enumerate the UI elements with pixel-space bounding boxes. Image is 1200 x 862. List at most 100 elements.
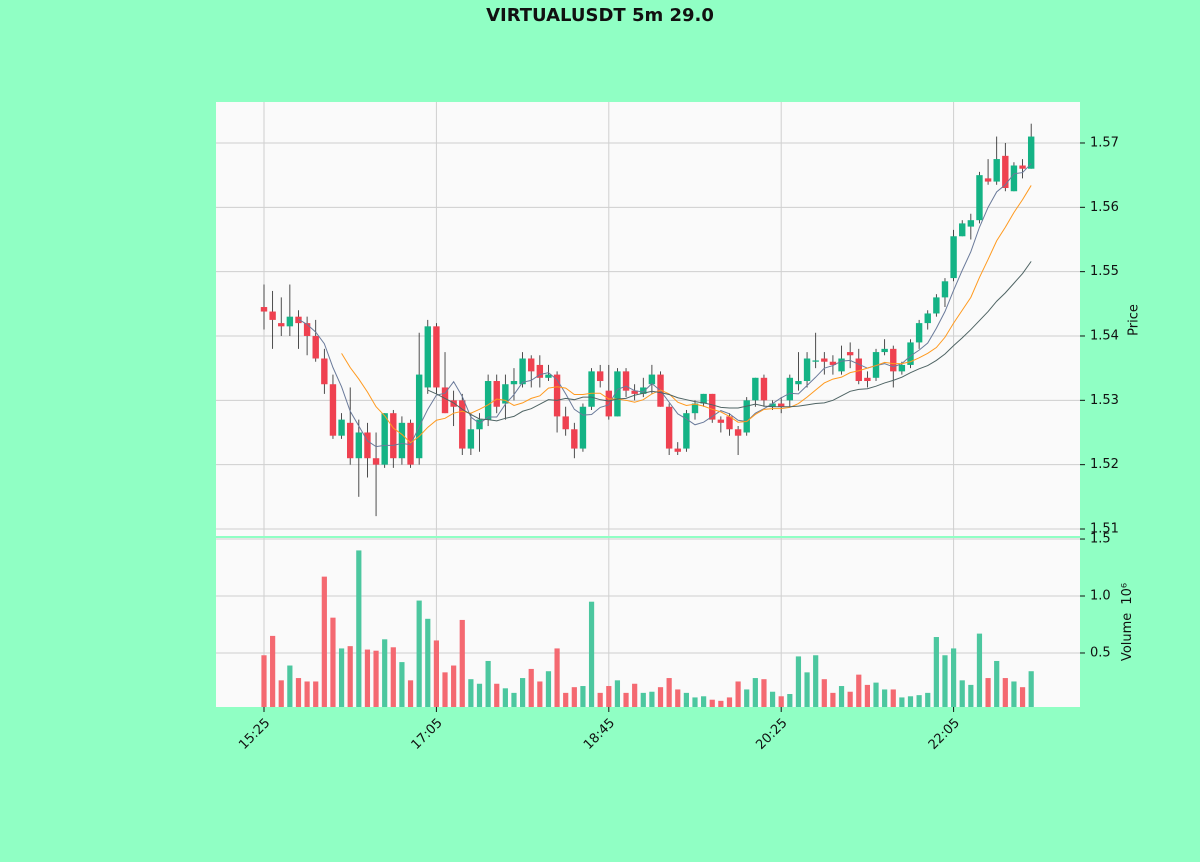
volume-bar	[683, 692, 689, 707]
volume-bar	[933, 637, 939, 707]
volume-bar	[588, 601, 595, 707]
volume-bar	[270, 635, 276, 707]
candle-body	[321, 358, 328, 385]
volume-bar	[528, 668, 534, 707]
candle-body	[433, 326, 440, 388]
volume-bar	[459, 619, 465, 707]
volume-bar	[545, 671, 552, 707]
candle-body	[872, 352, 880, 378]
candle-body	[588, 371, 595, 407]
chart-title: VIRTUALUSDT 5m 29.0	[486, 5, 714, 26]
candle-body	[286, 316, 294, 327]
candle-body	[355, 432, 363, 459]
volume-bar	[761, 679, 767, 707]
candle-body	[907, 342, 914, 365]
volume-bar	[657, 687, 664, 707]
volume-bar	[701, 696, 707, 707]
candle-body	[415, 374, 423, 459]
candle-body	[459, 400, 466, 449]
volume-bar	[752, 678, 758, 707]
candle-body	[441, 387, 449, 414]
volume-bar	[1019, 687, 1026, 707]
candle-body	[760, 377, 768, 401]
candle-body	[795, 381, 802, 385]
candle-body	[933, 297, 940, 314]
candle-body	[519, 358, 526, 385]
candle-body	[1010, 165, 1018, 192]
candle-body	[855, 358, 862, 382]
y-tick-label: 1.57	[1090, 135, 1119, 150]
candle-body	[450, 400, 457, 407]
candle-body	[812, 360, 819, 362]
volume-bar	[830, 692, 836, 707]
price-axis-label: Price	[1127, 304, 1142, 336]
volume-bar	[382, 639, 388, 707]
volume-bar	[390, 647, 396, 707]
candle-body	[700, 393, 707, 404]
marks-layer	[260, 123, 1035, 707]
volume-bar	[787, 694, 793, 707]
candle-body	[562, 416, 569, 430]
candle-body	[605, 390, 612, 417]
volume-bar	[726, 697, 733, 707]
volume-bar	[744, 689, 750, 707]
candle-body	[596, 371, 604, 382]
volume-bar	[985, 678, 991, 707]
volume-bar	[942, 655, 948, 707]
candle-body	[769, 403, 776, 407]
candle-body	[381, 413, 388, 465]
volume-bar	[666, 678, 672, 707]
volume-bar	[838, 686, 845, 707]
y-tick-label: 1.52	[1090, 457, 1119, 472]
volume-bar	[632, 683, 638, 707]
candle-body	[709, 393, 716, 420]
candle-body	[648, 374, 656, 385]
candle-body	[959, 223, 966, 237]
candle-body	[898, 364, 906, 372]
volume-bar	[511, 692, 517, 707]
volume-bar	[804, 672, 810, 707]
candle-body	[390, 413, 397, 459]
candle-body	[924, 313, 931, 324]
volume-bar	[692, 697, 698, 707]
volume-bar	[476, 683, 483, 707]
candle-body	[528, 358, 535, 372]
volume-bar	[968, 684, 974, 707]
y-tick-label: 0.5	[1090, 645, 1111, 660]
volume-bar	[856, 674, 862, 707]
candle-body	[683, 413, 690, 449]
candle-body	[329, 384, 337, 436]
candle-body	[536, 364, 544, 378]
candle-body	[614, 371, 621, 417]
candle-body	[786, 377, 794, 401]
candle-body	[890, 348, 897, 372]
candle-body	[269, 311, 276, 320]
volume-bar	[994, 660, 1000, 707]
candle-body	[829, 361, 837, 365]
volume-bar	[520, 678, 526, 707]
volume-panel	[216, 538, 1080, 707]
volume-bar	[278, 680, 284, 707]
candle-body	[778, 403, 785, 407]
volume-bar	[907, 696, 914, 707]
candle-body	[976, 175, 983, 221]
volume-bar	[485, 660, 491, 707]
candle-body	[579, 406, 587, 449]
volume-bar	[356, 550, 362, 707]
volume-bar	[1028, 671, 1034, 707]
volume-bar	[951, 648, 957, 707]
candle-body	[398, 422, 406, 459]
volume-bar	[442, 672, 448, 707]
volume-bar	[614, 680, 621, 707]
volume-bar	[882, 689, 888, 707]
candle-body	[476, 419, 483, 430]
volume-bar	[864, 684, 870, 707]
candle-body	[553, 374, 561, 417]
volume-bar	[925, 692, 931, 707]
candle-body	[622, 371, 630, 391]
candle-body	[734, 429, 742, 436]
price-panel	[216, 102, 1080, 536]
candle-body	[864, 377, 871, 382]
